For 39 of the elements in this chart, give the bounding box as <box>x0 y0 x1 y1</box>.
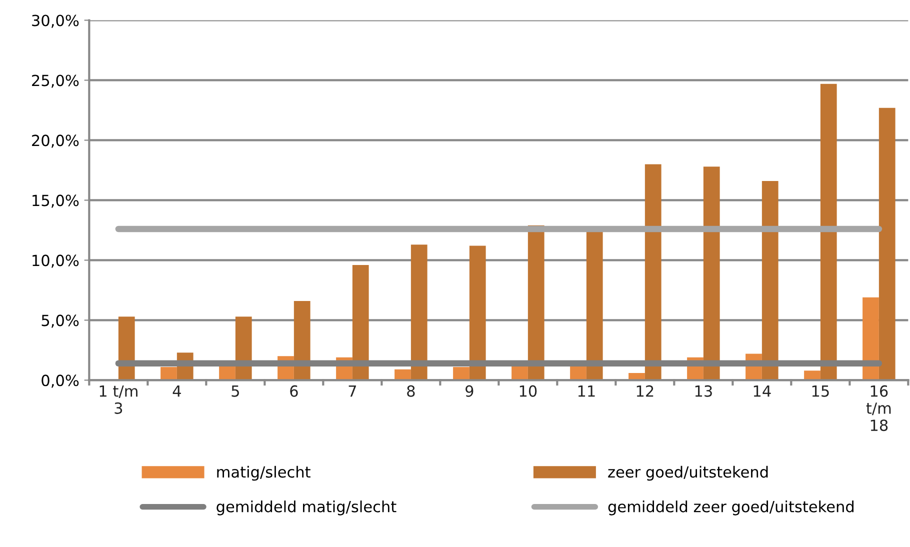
x-tick-label: 16 t/m 18 <box>866 385 891 432</box>
x-tick-label: 6 <box>290 385 298 397</box>
legend-label: zeer goed/uitstekend <box>608 466 768 481</box>
legend-label: matig/slecht <box>217 466 310 481</box>
x-tick-label: 7 <box>348 385 356 397</box>
y-tick-label: 15,0% <box>32 194 79 208</box>
bar <box>469 246 486 380</box>
bar <box>410 244 428 380</box>
bar <box>644 164 662 380</box>
y-tick-label: 20,0% <box>32 134 79 148</box>
bar <box>528 225 544 380</box>
x-tick-label: 14 <box>754 385 771 397</box>
y-tick-label: 0,0% <box>42 374 79 388</box>
bar <box>294 300 310 380</box>
bar <box>862 297 879 380</box>
x-tick-label: 13 <box>695 385 712 397</box>
bar <box>878 108 896 380</box>
legend-label: gemiddeld zeer goed/uitstekend <box>608 500 854 516</box>
x-tick-label: 12 <box>636 385 654 397</box>
y-tick-label: 10,0% <box>32 254 79 268</box>
x-tick-label: 9 <box>466 385 474 397</box>
x-tick-label: 8 <box>407 385 415 397</box>
x-tick-label: 5 <box>232 385 239 397</box>
x-tick-label: 10 <box>520 385 537 397</box>
legend-label: gemiddeld matig/slecht <box>216 500 396 516</box>
bar <box>453 366 470 380</box>
x-tick-label: 4 <box>172 385 181 397</box>
bar <box>820 84 837 380</box>
y-tick-label: 5,0% <box>42 314 79 328</box>
x-tick-label: 1 t/m 3 <box>100 385 138 414</box>
y-tick-label: 30,0% <box>32 14 79 28</box>
y-tick-label: 25,0% <box>32 74 79 88</box>
x-tick-label: 15 <box>812 385 829 397</box>
bar <box>586 231 603 380</box>
bar <box>703 166 720 380</box>
bar <box>352 264 369 380</box>
bar <box>160 366 177 380</box>
x-tick-label: 11 <box>578 385 595 397</box>
bar <box>762 181 778 380</box>
